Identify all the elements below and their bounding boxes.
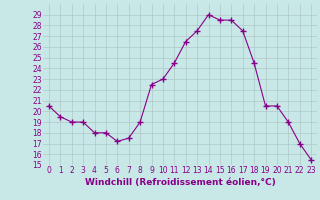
X-axis label: Windchill (Refroidissement éolien,°C): Windchill (Refroidissement éolien,°C) [84,178,276,187]
